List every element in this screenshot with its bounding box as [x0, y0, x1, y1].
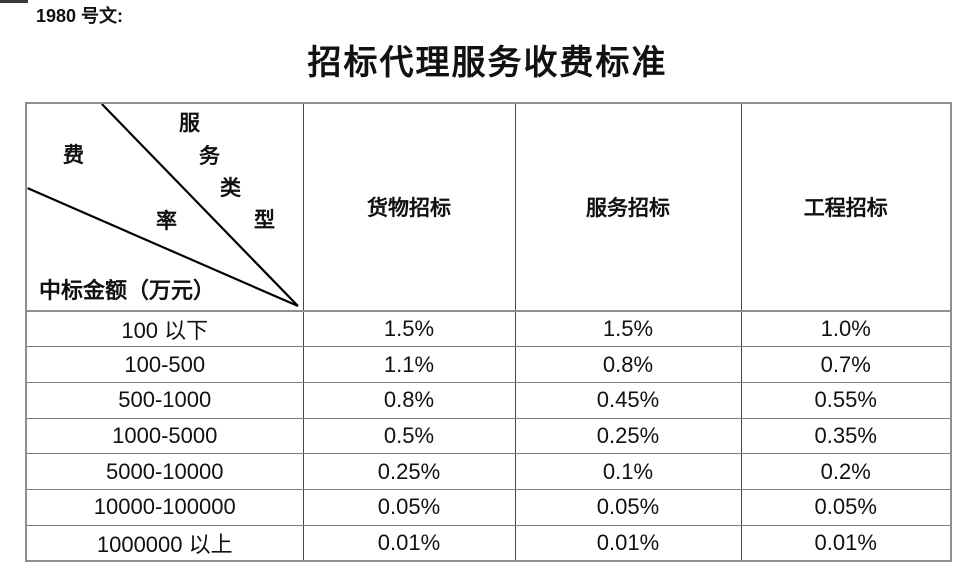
fee-cell: 0.1%	[514, 453, 742, 490]
row-label: 500-1000	[25, 381, 304, 419]
row-label: 100 以下	[25, 310, 304, 348]
corner-service-type-char-4: 型	[254, 208, 275, 232]
corner-amount-label: 中标金额（万元）	[39, 278, 216, 303]
fee-cell: 0.8%	[514, 346, 742, 383]
fee-cell: 0.25%	[514, 417, 742, 455]
fee-cell: 0.05%	[740, 488, 952, 526]
column-header-goods-tender: 货物招标	[302, 102, 516, 312]
fee-cell: 0.01%	[302, 524, 516, 562]
fee-cell: 0.05%	[302, 488, 516, 526]
fee-cell: 0.7%	[740, 346, 952, 383]
fee-cell: 0.01%	[514, 524, 742, 562]
doc-ref-label: 1980 号文:	[36, 6, 124, 26]
corner-service-type-char-1: 服	[179, 111, 200, 135]
page-title: 招标代理服务收费标准	[307, 45, 668, 82]
table-corner-cell: 服 务 类 型 费 率 中标金额（万元）	[25, 102, 304, 312]
row-label: 10000-100000	[25, 488, 304, 526]
corner-fee-rate-char-1: 费	[63, 143, 84, 167]
fee-cell: 1.0%	[740, 310, 952, 348]
fee-cell: 0.01%	[740, 524, 952, 562]
corner-service-type-char-3: 类	[220, 176, 241, 200]
fee-standards-table: 服 务 类 型 费 率 中标金额（万元） 货物招标 服务招标 工程招标 100 …	[25, 102, 952, 562]
corner-service-type-char-2: 务	[199, 144, 220, 168]
fee-cell: 0.8%	[302, 381, 516, 419]
fee-cell: 0.35%	[740, 417, 952, 455]
row-label: 100-500	[25, 346, 304, 383]
table-row: 1000-5000 0.5% 0.25% 0.35%	[25, 417, 952, 455]
fee-cell: 0.5%	[302, 417, 516, 455]
fee-cell: 0.25%	[302, 453, 516, 490]
fee-cell: 0.2%	[740, 453, 952, 490]
fee-cell: 0.45%	[514, 381, 742, 419]
row-label: 5000-10000	[25, 453, 304, 490]
fee-cell: 1.1%	[302, 346, 516, 383]
fee-cell: 0.05%	[514, 488, 742, 526]
corner-fee-rate-char-2: 率	[156, 209, 177, 233]
window-edge-artifact	[0, 0, 28, 3]
table-row: 100 以下 1.5% 1.5% 1.0%	[25, 310, 952, 348]
row-label: 1000000 以上	[25, 524, 304, 562]
row-label: 1000-5000	[25, 417, 304, 455]
table-row: 500-1000 0.8% 0.45% 0.55%	[25, 381, 952, 419]
fee-cell: 1.5%	[302, 310, 516, 348]
table-row: 10000-100000 0.05% 0.05% 0.05%	[25, 488, 952, 526]
table-row: 1000000 以上 0.01% 0.01% 0.01%	[25, 524, 952, 562]
table-row: 100-500 1.1% 0.8% 0.7%	[25, 346, 952, 383]
column-header-service-tender: 服务招标	[514, 102, 742, 312]
fee-cell: 1.5%	[514, 310, 742, 348]
table-row: 5000-10000 0.25% 0.1% 0.2%	[25, 453, 952, 490]
column-header-works-tender: 工程招标	[740, 102, 952, 312]
header-row: 服 务 类 型 费 率 中标金额（万元） 货物招标 服务招标 工程招标	[25, 102, 952, 312]
diagonal-divider-lines	[27, 104, 299, 308]
fee-cell: 0.55%	[740, 381, 952, 419]
